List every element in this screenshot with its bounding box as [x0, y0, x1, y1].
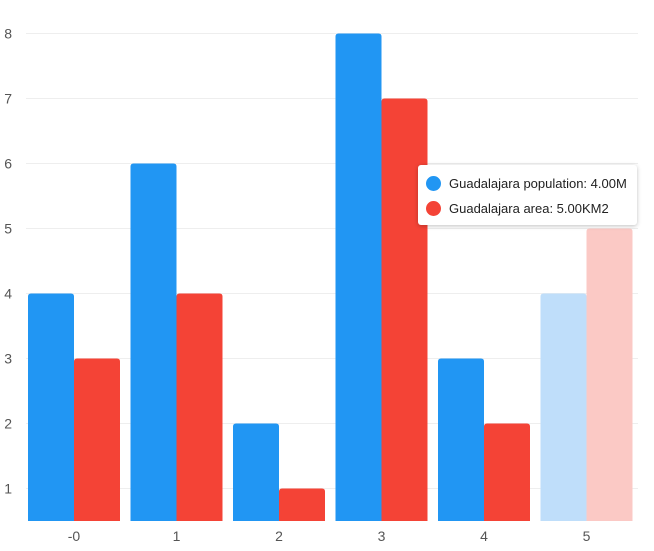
bar-area-4[interactable]: [484, 423, 530, 522]
bar-area-3[interactable]: [381, 98, 428, 522]
bar-area-5[interactable]: [586, 228, 633, 522]
y-tick-label: 2: [4, 416, 12, 432]
bar-population-2[interactable]: [233, 423, 279, 522]
x-tick-label: 2: [275, 528, 283, 544]
tooltip-row-area: Guadalajara area: 5.00KM2: [426, 196, 627, 221]
tooltip-population-label: Guadalajara population: 4.00M: [449, 176, 627, 191]
x-tick-label: 1: [173, 528, 181, 544]
y-tick-label: 3: [4, 351, 12, 367]
bar-area-2[interactable]: [279, 488, 325, 522]
x-tick-label: 4: [480, 528, 488, 544]
x-tick-label: -0: [68, 528, 81, 544]
y-tick-label: 6: [4, 156, 12, 172]
tooltip-row-population: Guadalajara population: 4.00M: [426, 171, 627, 196]
y-axis-ticks: 1 2 3 4 5 6 7 8: [4, 26, 12, 497]
x-axis-ticks: -0 1 2 3 4 5: [68, 528, 591, 544]
bar-population-4[interactable]: [438, 358, 484, 522]
area-legend-dot-icon: [426, 201, 441, 216]
y-tick-label: 8: [4, 26, 12, 42]
bar-population--0[interactable]: [28, 293, 74, 522]
grid-lines: [26, 33, 638, 489]
tooltip-area-label: Guadalajara area: 5.00KM2: [449, 201, 609, 216]
y-tick-label: 1: [4, 481, 12, 497]
x-tick-label: 5: [583, 528, 591, 544]
bar-population-3[interactable]: [335, 33, 382, 522]
y-tick-label: 4: [4, 286, 12, 302]
x-tick-label: 3: [378, 528, 386, 544]
bars[interactable]: [28, 33, 633, 522]
bar-population-5[interactable]: [540, 293, 587, 522]
population-legend-dot-icon: [426, 176, 441, 191]
bar-area--0[interactable]: [74, 358, 120, 522]
y-tick-label: 7: [4, 91, 12, 107]
chart-tooltip: Guadalajara population: 4.00M Guadalajar…: [418, 165, 637, 225]
y-tick-label: 5: [4, 221, 12, 237]
bar-area-1[interactable]: [176, 293, 223, 522]
bar-population-1[interactable]: [130, 163, 177, 522]
